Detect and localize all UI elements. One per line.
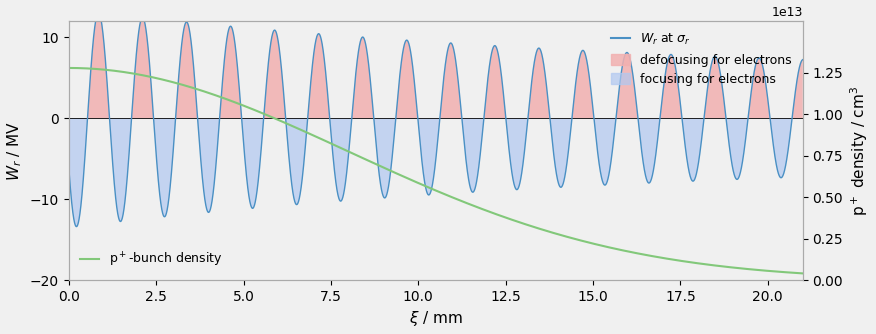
Y-axis label: p$^+$ density / cm$^3$: p$^+$ density / cm$^3$ <box>849 86 871 216</box>
Y-axis label: $W_r$ / MV: $W_r$ / MV <box>5 121 25 181</box>
X-axis label: $\xi$ / mm: $\xi$ / mm <box>409 309 463 328</box>
Text: 1e13: 1e13 <box>772 6 802 18</box>
